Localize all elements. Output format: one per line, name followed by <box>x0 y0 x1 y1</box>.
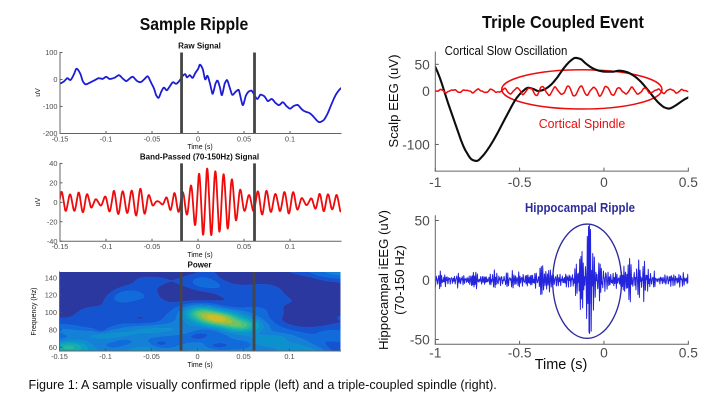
svg-text:-40: -40 <box>47 237 58 246</box>
svg-text:60: 60 <box>49 343 57 352</box>
svg-text:140: 140 <box>45 273 57 282</box>
svg-text:Raw Signal: Raw Signal <box>178 42 221 51</box>
svg-text:-200: -200 <box>43 129 58 138</box>
svg-text:0.05: 0.05 <box>236 352 250 361</box>
svg-text:Time (s): Time (s) <box>535 357 588 373</box>
svg-text:-0.1: -0.1 <box>100 242 113 251</box>
svg-text:50: 50 <box>414 57 430 72</box>
svg-text:40: 40 <box>49 159 57 168</box>
svg-text:-100: -100 <box>402 137 430 152</box>
svg-text:20: 20 <box>49 179 57 188</box>
svg-text:Band-Passed (70-150Hz) Signal: Band-Passed (70-150Hz) Signal <box>140 152 259 161</box>
svg-text:0.05: 0.05 <box>237 242 251 251</box>
svg-text:0: 0 <box>600 175 608 190</box>
svg-text:0: 0 <box>53 198 57 207</box>
svg-text:-50: -50 <box>410 333 430 348</box>
svg-text:-0.15: -0.15 <box>52 134 69 143</box>
svg-text:0: 0 <box>196 242 200 251</box>
svg-text:0: 0 <box>196 134 200 143</box>
svg-text:uV: uV <box>35 197 42 206</box>
svg-text:-100: -100 <box>43 102 58 111</box>
svg-text:0.05: 0.05 <box>237 134 251 143</box>
svg-text:-20: -20 <box>47 217 58 226</box>
svg-text:-0.1: -0.1 <box>99 352 112 361</box>
svg-text:-0.5: -0.5 <box>508 346 532 361</box>
svg-text:0: 0 <box>195 352 199 361</box>
svg-text:-0.5: -0.5 <box>508 175 532 190</box>
svg-text:0: 0 <box>422 84 430 99</box>
svg-text:-0.15: -0.15 <box>51 352 68 361</box>
svg-text:0.1: 0.1 <box>285 242 295 251</box>
svg-text:-1: -1 <box>429 346 441 361</box>
svg-text:120: 120 <box>45 291 57 300</box>
svg-text:-0.15: -0.15 <box>52 242 69 251</box>
svg-text:Power: Power <box>187 260 211 269</box>
svg-text:0: 0 <box>53 75 57 84</box>
svg-text:Scalp EEG (uV): Scalp EEG (uV) <box>386 54 401 147</box>
svg-text:-0.05: -0.05 <box>144 134 161 143</box>
svg-text:-0.05: -0.05 <box>143 352 160 361</box>
svg-text:0: 0 <box>600 346 608 361</box>
svg-text:0.1: 0.1 <box>284 352 294 361</box>
svg-text:(70-150 Hz): (70-150 Hz) <box>392 245 407 315</box>
svg-text:0: 0 <box>422 273 430 288</box>
svg-text:0.5: 0.5 <box>679 346 698 361</box>
svg-text:Hippocampal iEEG (uV): Hippocampal iEEG (uV) <box>376 210 391 350</box>
svg-text:-0.05: -0.05 <box>144 242 161 251</box>
svg-text:-0.1: -0.1 <box>100 134 113 143</box>
svg-text:Time (s): Time (s) <box>187 362 212 369</box>
svg-text:-1: -1 <box>429 175 441 190</box>
svg-text:50: 50 <box>414 213 430 228</box>
svg-text:Time (s): Time (s) <box>187 252 212 259</box>
svg-text:uV: uV <box>35 88 42 97</box>
svg-text:0.5: 0.5 <box>679 175 698 190</box>
svg-text:Frequency (Hz): Frequency (Hz) <box>31 287 38 335</box>
svg-text:100: 100 <box>45 48 57 57</box>
svg-text:80: 80 <box>49 326 57 335</box>
svg-text:Time (s): Time (s) <box>187 144 212 151</box>
svg-text:0.1: 0.1 <box>285 134 295 143</box>
svg-text:100: 100 <box>45 308 57 317</box>
